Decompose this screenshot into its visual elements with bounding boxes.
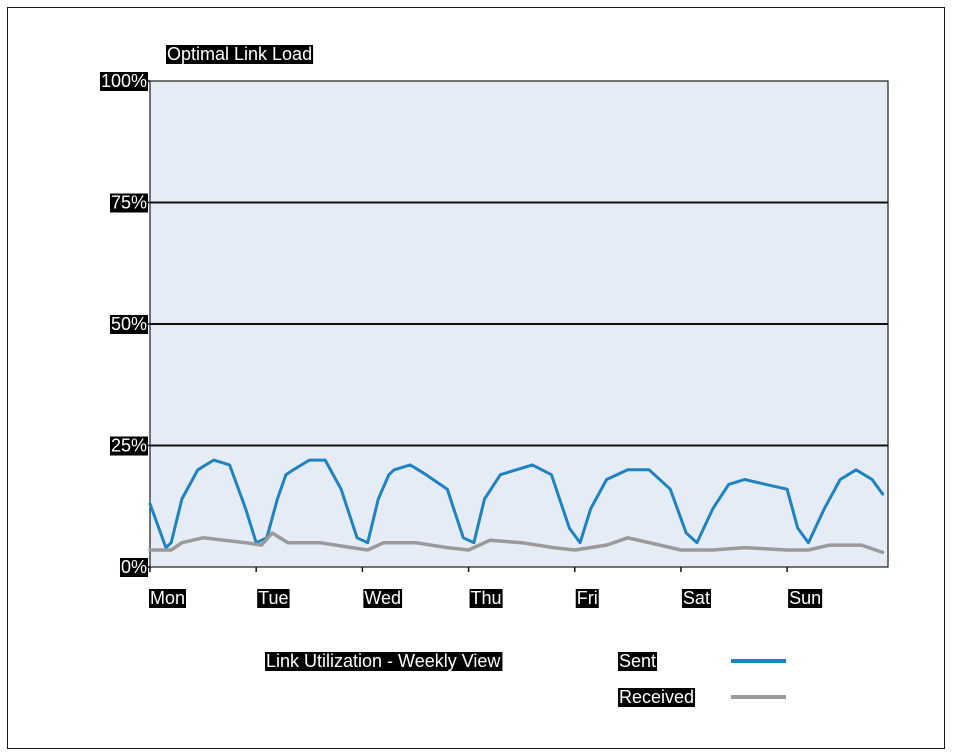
x-tick-label-group: Sat [681,588,711,608]
x-tick-label-highlight [469,589,503,608]
series [148,458,885,555]
y-tick-label-group: 0% [119,557,148,577]
y-tick-label: 50% [111,314,147,334]
x-tick-label-group: Sun [788,588,823,608]
x-axis-label-highlight [265,652,503,671]
y-tick-label-group: 75% [109,193,148,213]
x-tick-label: Mon [150,588,185,608]
y-tick-label-group: 50% [109,314,148,334]
x-tick-label: Wed [364,588,401,608]
x-tick-label-highlight [363,589,403,608]
chart-title-group: Optimal Link Load [166,44,314,64]
x-tick-label-highlight [149,589,187,608]
x-tick-label: Sun [789,588,821,608]
x-tick-label: Tue [258,588,288,608]
y-tick-label-highlight [119,558,148,577]
x-axis-label: Link Utilization - Weekly View [266,651,501,671]
y-tick-label: 25% [111,436,147,456]
labels: 100% 75% 50% 25% 0%Mon Tue Wed Thu Fri Sat Sun Opti… [99,44,823,707]
x-tick-label-group: Mon [149,588,187,608]
y-tick-label-group: 100% [99,71,148,91]
x-tick-label-highlight [257,589,290,608]
y-tick-label: 75% [111,193,147,213]
legend-label-received-highlight [618,688,696,707]
legend-label-sent-highlight [618,652,658,671]
y-tick-label: 0% [121,557,147,577]
chart-title-highlight [166,45,314,64]
y-tick-label-group: 25% [109,436,148,456]
grid [150,201,888,447]
y-tick-label-highlight [109,193,148,213]
y-tick-label-highlight [109,315,148,334]
legend-label-sent: Sent [619,651,656,671]
legend: Sent Received [618,651,786,707]
x-tick-label-group: Tue [257,588,290,608]
y-tick-label-highlight [109,436,148,456]
x-tick-label-highlight [575,589,599,608]
legend-label-received: Received [619,687,694,707]
x-tick-label-highlight [681,589,711,608]
y-tick-label-highlight [99,72,148,91]
x-tick-label-group: Thu [469,588,503,608]
x-axis-label-group: Link Utilization - Weekly View [265,651,503,671]
axes [146,80,788,572]
x-tick-label: Fri [577,588,598,608]
x-tick-label-group: Fri [575,588,599,608]
x-tick-label-group: Wed [363,588,403,608]
y-tick-label: 100% [101,71,147,91]
legend-label-sent-group: Sent [618,651,658,671]
chart-title: Optimal Link Load [167,44,312,64]
x-tick-label: Thu [471,588,502,608]
legend-label-received-group: Received [618,687,696,707]
x-tick-label: Sat [683,588,710,608]
x-tick-label-highlight [788,589,823,608]
